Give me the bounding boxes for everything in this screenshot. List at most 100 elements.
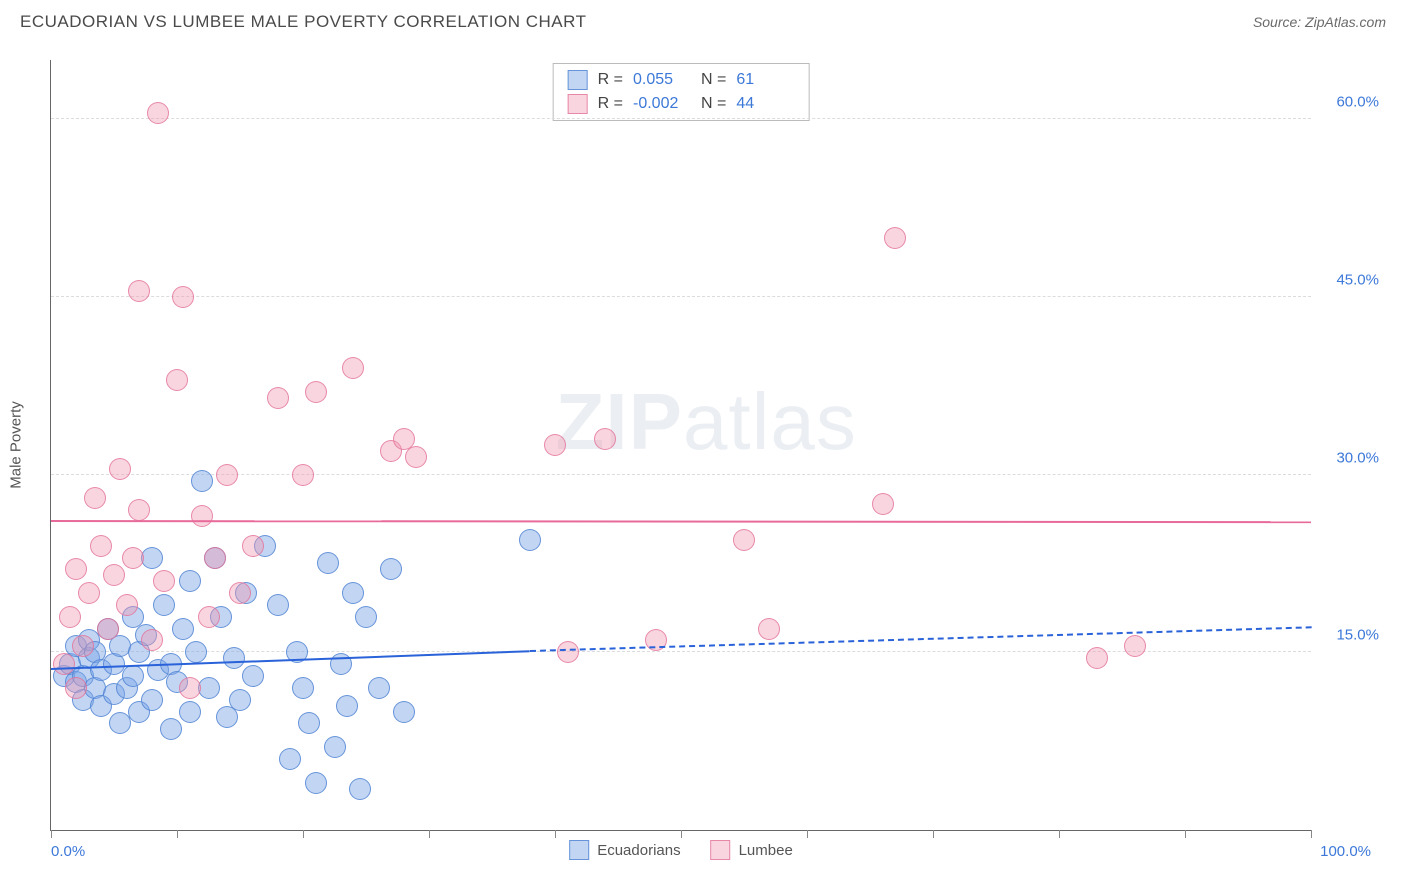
data-point xyxy=(172,618,194,640)
data-point xyxy=(292,677,314,699)
y-axis-label: Male Poverty xyxy=(8,401,25,489)
data-point xyxy=(141,547,163,569)
data-point xyxy=(141,689,163,711)
data-point xyxy=(884,227,906,249)
legend-swatch xyxy=(568,70,588,90)
data-point xyxy=(1124,635,1146,657)
data-point xyxy=(342,582,364,604)
data-point xyxy=(355,606,377,628)
x-tick xyxy=(429,830,430,838)
legend-label: Ecuadorians xyxy=(597,842,680,859)
data-point xyxy=(90,535,112,557)
data-point xyxy=(160,718,182,740)
chart-title: ECUADORIAN VS LUMBEE MALE POVERTY CORREL… xyxy=(20,12,586,32)
x-tick xyxy=(807,830,808,838)
data-point xyxy=(242,665,264,687)
data-point xyxy=(368,677,390,699)
data-point xyxy=(103,564,125,586)
y-tick-label: 60.0% xyxy=(1336,94,1379,111)
y-tick-label: 45.0% xyxy=(1336,271,1379,288)
data-point xyxy=(191,470,213,492)
legend-item: Lumbee xyxy=(711,840,793,860)
data-point xyxy=(185,641,207,663)
data-point xyxy=(733,529,755,551)
n-label: N = xyxy=(701,71,726,89)
data-point xyxy=(122,665,144,687)
data-point xyxy=(1086,647,1108,669)
x-min-label: 0.0% xyxy=(51,843,85,860)
r-label: R = xyxy=(598,95,623,113)
n-label: N = xyxy=(701,95,726,113)
gridline xyxy=(51,118,1311,119)
regression-line xyxy=(51,520,1311,523)
data-point xyxy=(242,535,264,557)
n-value: 44 xyxy=(736,95,794,113)
x-tick xyxy=(1059,830,1060,838)
data-point xyxy=(65,677,87,699)
chart-area: Male Poverty ZIPatlas R =0.055N =61R =-0… xyxy=(50,60,1380,830)
data-point xyxy=(223,647,245,669)
data-point xyxy=(109,458,131,480)
data-point xyxy=(198,606,220,628)
x-tick xyxy=(303,830,304,838)
data-point xyxy=(279,748,301,770)
data-point xyxy=(229,689,251,711)
data-point xyxy=(141,629,163,651)
data-point xyxy=(179,701,201,723)
x-tick xyxy=(1311,830,1312,838)
data-point xyxy=(519,529,541,551)
data-point xyxy=(349,778,371,800)
x-tick xyxy=(933,830,934,838)
data-point xyxy=(172,286,194,308)
x-tick xyxy=(555,830,556,838)
data-point xyxy=(594,428,616,450)
data-point xyxy=(292,464,314,486)
data-point xyxy=(305,772,327,794)
data-point xyxy=(97,618,119,640)
r-value: 0.055 xyxy=(633,71,691,89)
data-point xyxy=(122,547,144,569)
data-point xyxy=(78,582,100,604)
data-point xyxy=(324,736,346,758)
data-point xyxy=(336,695,358,717)
data-point xyxy=(179,677,201,699)
data-point xyxy=(65,558,87,580)
data-point xyxy=(116,594,138,616)
watermark: ZIPatlas xyxy=(555,376,856,468)
plot-region: Male Poverty ZIPatlas R =0.055N =61R =-0… xyxy=(50,60,1311,831)
data-point xyxy=(59,606,81,628)
gridline xyxy=(51,474,1311,475)
x-tick xyxy=(1185,830,1186,838)
data-point xyxy=(153,570,175,592)
data-point xyxy=(53,653,75,675)
data-point xyxy=(216,464,238,486)
legend-row: R =-0.002N =44 xyxy=(568,92,795,116)
correlation-legend: R =0.055N =61R =-0.002N =44 xyxy=(553,63,810,121)
data-point xyxy=(267,387,289,409)
legend-swatch xyxy=(568,94,588,114)
data-point xyxy=(191,505,213,527)
data-point xyxy=(267,594,289,616)
x-tick xyxy=(681,830,682,838)
legend-label: Lumbee xyxy=(739,842,793,859)
data-point xyxy=(147,102,169,124)
data-point xyxy=(109,712,131,734)
data-point xyxy=(405,446,427,468)
gridline xyxy=(51,296,1311,297)
y-tick-label: 30.0% xyxy=(1336,449,1379,466)
data-point xyxy=(128,280,150,302)
data-point xyxy=(153,594,175,616)
legend-swatch xyxy=(711,840,731,860)
data-point xyxy=(72,635,94,657)
data-point xyxy=(229,582,251,604)
data-point xyxy=(298,712,320,734)
legend-row: R =0.055N =61 xyxy=(568,68,795,92)
data-point xyxy=(166,369,188,391)
data-point xyxy=(544,434,566,456)
series-legend: Ecuadorians Lumbee xyxy=(569,840,793,860)
data-point xyxy=(872,493,894,515)
data-point xyxy=(179,570,201,592)
data-point xyxy=(84,487,106,509)
data-point xyxy=(317,552,339,574)
data-point xyxy=(198,677,220,699)
